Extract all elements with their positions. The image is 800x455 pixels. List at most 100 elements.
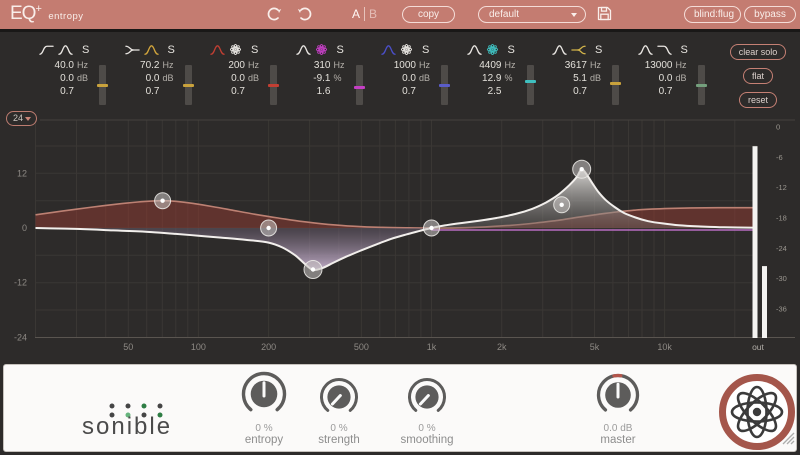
bell-icon[interactable] [637, 44, 653, 56]
band-frequency-row[interactable]: 40.0 Hz [54, 60, 88, 71]
bell-icon[interactable] [295, 44, 311, 56]
grid-lines [35, 120, 757, 337]
master-knob[interactable] [596, 373, 640, 417]
band-frequency-row[interactable]: 4409 Hz [479, 60, 516, 71]
eq-band-handle[interactable] [260, 219, 278, 237]
band-q-row[interactable]: 0.7 [60, 86, 74, 97]
band-frequency-row[interactable]: 1000 Hz [393, 60, 430, 71]
band-gain-slider[interactable] [97, 65, 108, 105]
atom-icon[interactable] [229, 43, 242, 56]
svg-text:-36: -36 [776, 305, 787, 314]
solo-button[interactable]: S [422, 43, 430, 56]
band-filter-icons: S [617, 42, 703, 57]
band-gain-slider[interactable] [610, 65, 621, 105]
band-q-row[interactable]: 0.7 [145, 86, 160, 97]
band-gain-row[interactable]: 0.0 dB [402, 73, 431, 84]
solo-button[interactable]: S [251, 43, 259, 56]
band-q-row[interactable]: 0.7 [658, 86, 673, 97]
atom-icon[interactable] [400, 43, 413, 56]
svg-text:10k: 10k [657, 342, 672, 352]
bell-icon[interactable] [466, 44, 482, 56]
solo-button[interactable]: S [167, 43, 175, 56]
band-gain-slider[interactable] [353, 65, 365, 105]
eq-band: S 200 Hz 0.0 dB 0.7 [189, 42, 279, 106]
slope-value: 24 [13, 113, 24, 123]
band-q-row[interactable]: 2.5 [487, 86, 502, 97]
solo-button[interactable]: S [595, 43, 603, 56]
svg-text:-24: -24 [14, 332, 27, 342]
cut-right-icon[interactable] [571, 44, 586, 56]
band-gain-row[interactable]: -9.1% [313, 73, 342, 84]
band-gain-slider[interactable] [268, 65, 279, 105]
meter-bar [762, 266, 767, 338]
solo-button[interactable]: S [82, 43, 90, 56]
svg-text:2k: 2k [497, 342, 507, 352]
bell-icon[interactable] [210, 44, 225, 56]
solo-button[interactable]: S [680, 43, 688, 56]
bypass-button[interactable]: bypass [744, 6, 796, 23]
band-frequency-row[interactable]: 310 Hz [313, 60, 345, 71]
logo-plus: + [35, 3, 42, 15]
band-gain-row[interactable]: 0.0 dB [60, 73, 89, 84]
save-floppy-icon[interactable] [597, 6, 612, 26]
solo-button[interactable]: S [507, 43, 515, 56]
atom-logo-button[interactable] [715, 370, 799, 455]
entropy-knob[interactable] [241, 371, 287, 417]
eq-band-handle[interactable] [303, 260, 323, 279]
clear-solo-button[interactable]: clear solo [729, 44, 787, 60]
plugin-logo: EQ+ entropy [10, 3, 84, 25]
atom-icon[interactable] [486, 43, 499, 56]
resize-grip[interactable] [779, 429, 795, 450]
band-gain-row[interactable]: 0.0 dB [658, 73, 687, 84]
band-gain-slider[interactable] [182, 65, 194, 105]
atom-icon[interactable] [315, 43, 328, 56]
strength-knob[interactable] [319, 377, 359, 417]
flat-button[interactable]: flat [742, 68, 773, 84]
band-q-row[interactable]: 0.7 [573, 86, 587, 97]
smoothing-label: smoothing [400, 434, 454, 446]
master-label: master [600, 434, 636, 446]
eq-band-handle[interactable] [423, 219, 440, 237]
band-frequency-row[interactable]: 3617 Hz [564, 60, 601, 71]
band-frequency-row[interactable]: 70.2 Hz [140, 60, 174, 71]
reset-button[interactable]: reset [738, 92, 777, 108]
chevron-down-icon [25, 117, 31, 121]
slope-selector[interactable]: 24 [6, 111, 37, 126]
band-gain-slider[interactable] [524, 65, 536, 105]
eq-band: S 310 Hz -9.1% 1.6 [275, 42, 365, 106]
smoothing-knob[interactable] [407, 377, 447, 417]
band-gain-slider[interactable] [439, 65, 450, 105]
preset-dropdown[interactable]: default [478, 6, 586, 23]
bell-icon[interactable] [143, 44, 159, 56]
eq-band-handle[interactable] [553, 196, 571, 214]
bell-icon[interactable] [552, 44, 567, 56]
band-frequency-row[interactable]: 200 Hz [228, 60, 259, 71]
redo-icon[interactable] [296, 6, 314, 27]
undo-icon[interactable] [265, 6, 283, 27]
svg-text:100: 100 [191, 342, 206, 352]
highpass-icon[interactable] [39, 44, 54, 56]
band-frequency-row[interactable]: 13000 Hz [644, 60, 687, 71]
bell-icon[interactable] [58, 44, 73, 56]
band-gain-row[interactable]: 0.0 dB [231, 73, 260, 84]
band-gain-row[interactable]: 12.9% [482, 73, 513, 84]
band-gain-slider[interactable] [695, 65, 707, 105]
band-gain-row[interactable]: 5.1 dB [573, 73, 602, 84]
solo-button[interactable]: S [336, 43, 344, 56]
svg-text:-24: -24 [776, 244, 787, 253]
copy-button[interactable]: copy [402, 6, 455, 23]
band-q-row[interactable]: 0.7 [402, 86, 416, 97]
band-q-row[interactable]: 1.6 [316, 86, 331, 97]
band-gain-row[interactable]: 0.0 dB [145, 73, 174, 84]
bell-icon[interactable] [381, 44, 396, 56]
entropy-value: 0 % [255, 423, 273, 434]
eq-band-handle[interactable] [154, 192, 172, 210]
blindflug-button[interactable]: blind:flug [684, 6, 741, 23]
band-q-row[interactable]: 0.7 [231, 86, 245, 97]
eq-band-handle[interactable] [572, 159, 592, 179]
lowpass-icon[interactable] [656, 44, 672, 56]
eq-curve-fill-negative [35, 228, 432, 271]
cut-left-icon[interactable] [124, 44, 140, 56]
